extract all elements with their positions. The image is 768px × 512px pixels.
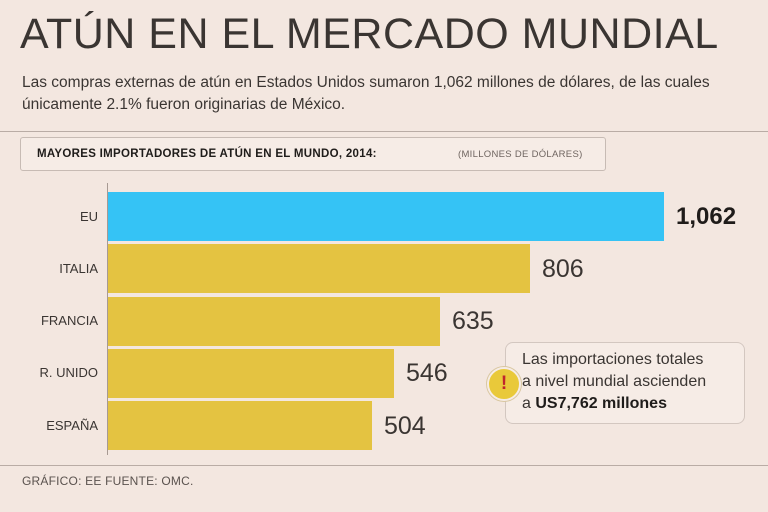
category-label: FRANCIA [40,313,98,329]
note-line-2: a nivel mundial ascienden [522,373,707,390]
value-label: 635 [452,307,494,336]
value-label: 546 [406,359,448,388]
note-prefix: a [522,395,536,412]
note-box [505,342,745,424]
note-line-3: a US7,762 millones [522,393,744,415]
note-highlight: US7,762 millones [535,395,667,412]
note-text: Las importaciones totales a nivel mundia… [522,349,744,415]
page-title: ATÚN EN EL MERCADO MUNDIAL [20,10,719,58]
exclamation-icon: ! [487,367,521,401]
chart-title: MAYORES IMPORTADORES DE ATÚN EN EL MUNDO… [37,148,377,160]
page-subtitle: Las compras externas de atún en Estados … [22,74,710,113]
bar-italia [108,244,530,294]
value-label: 806 [542,254,584,283]
category-label: R. UNIDO [39,365,99,381]
footer-credits: GRÁFICO: EE FUENTE: OMC. [22,474,194,488]
bar-r-unido [108,348,394,398]
category-label: ITALIA [59,260,98,276]
bar-eu [108,192,664,241]
bottom-divider [0,465,768,466]
note-line-1: Las importaciones totales [522,351,704,368]
chart-header-box: MAYORES IMPORTADORES DE ATÚN EN EL MUNDO… [20,137,606,171]
value-label: 504 [384,411,426,440]
top-divider [0,131,768,132]
bar-francia [108,296,440,346]
category-label: EU [79,208,98,224]
value-label: 1,062 [676,202,737,230]
chart-units: (MILLONES DE DÓLARES) [458,149,583,160]
y-axis-line [107,183,108,455]
bar-espa-a [108,401,372,451]
category-label: ESPAÑA [46,417,98,433]
